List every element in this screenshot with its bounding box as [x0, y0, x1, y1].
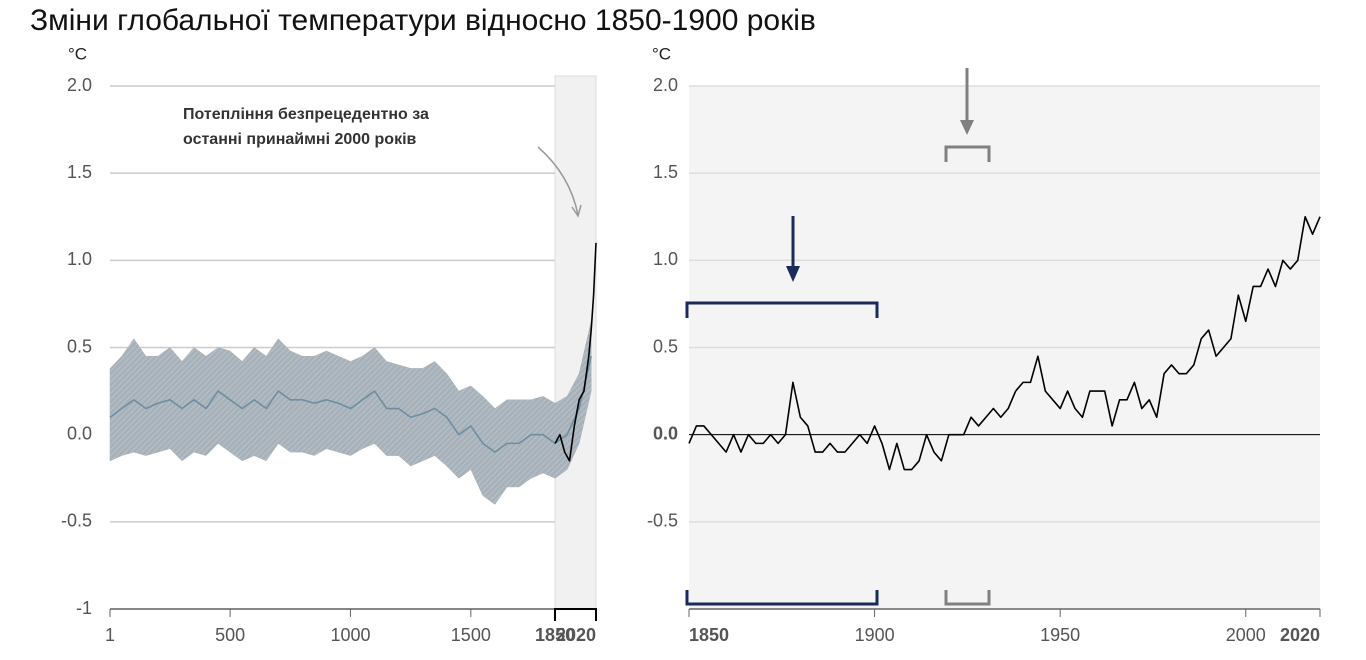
annotation-arrow — [537, 146, 579, 216]
y-tick-label: 1.5 — [67, 162, 92, 182]
x-tick-label: 1 — [105, 625, 115, 645]
annotation-arrowhead — [571, 204, 582, 218]
uncertainty-band — [109, 321, 592, 505]
y-tick-label: 1.0 — [67, 249, 92, 269]
y-tick-label: 1.0 — [653, 249, 678, 269]
x-tick-label: 1900 — [855, 625, 895, 645]
x-tick-label: 1850 — [689, 625, 729, 645]
y-tick-label: 2.0 — [653, 75, 678, 95]
backgrounds — [110, 75, 1320, 610]
y-tick-label: -0.5 — [61, 511, 92, 531]
y-tick-label: -0.5 — [647, 511, 678, 531]
arrowhead — [786, 266, 800, 282]
y-tick-label: 0.5 — [67, 336, 92, 356]
data-line — [554, 242, 597, 462]
x-tick-label: 1850 — [535, 625, 575, 645]
x-tick-label: 1000 — [330, 625, 370, 645]
x-tick-label: 500 — [215, 625, 245, 645]
x-tick-label: 2000 — [1226, 625, 1266, 645]
reference-markers — [685, 68, 991, 606]
x-tick-label: 2020 — [556, 625, 596, 645]
y-tick-label: 2.0 — [67, 75, 92, 95]
annotation: останні принаймні 2000 років — [183, 131, 417, 148]
figure-title: Зміни глобальної температури відносно 18… — [30, 4, 816, 37]
y-tick-label: -1 — [76, 598, 92, 618]
x-tick-label: 2020 — [1280, 625, 1320, 645]
x-tick-label: 1500 — [451, 625, 491, 645]
y-tick-label: 0.0 — [653, 423, 678, 443]
period-bracket — [554, 608, 597, 621]
unit-label: °C — [68, 44, 87, 63]
bracket — [685, 590, 879, 606]
arrowhead — [960, 120, 974, 135]
bracket — [944, 145, 991, 162]
plots: -1-0.50.00.51.01.52.01 500 1000 1500 1850202… — [61, 75, 1321, 645]
y-tick-label: 1.5 — [653, 162, 678, 182]
unit-label: °C — [652, 44, 671, 63]
y-tick-label: 0.5 — [653, 336, 678, 356]
annotation: Потепління безпрецедентно за — [183, 106, 429, 123]
x-tick-label: 1950 — [1040, 625, 1080, 645]
data-line — [688, 215, 1321, 471]
bracket — [685, 301, 879, 318]
bracket — [944, 590, 991, 606]
data-line — [109, 356, 592, 453]
y-tick-label: 0.0 — [67, 423, 92, 443]
